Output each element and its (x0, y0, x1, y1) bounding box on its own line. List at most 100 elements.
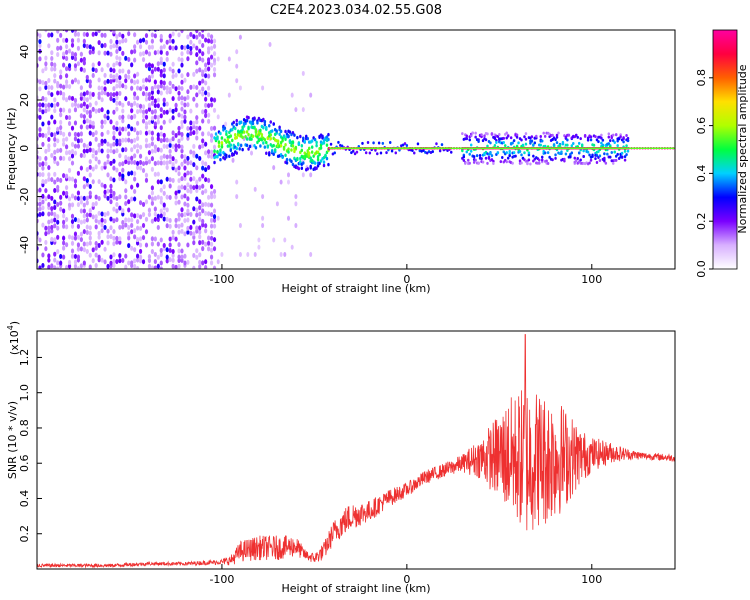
heatmap-cell (168, 217, 172, 223)
heatmap-cell (38, 114, 42, 120)
heatmap-cell (198, 264, 202, 269)
heatmap-cell (177, 56, 181, 62)
heatmap-cell (209, 153, 214, 159)
heatmap-cell (82, 208, 86, 214)
heatmap-cell (254, 128, 258, 132)
heatmap-cell (133, 263, 137, 269)
heatmap-cell (156, 89, 160, 95)
heatmap-cell (73, 63, 78, 69)
heatmap-cell (486, 144, 489, 148)
heatmap-cell (180, 148, 184, 154)
colorbar-tick-label: 0.6 (695, 117, 708, 135)
heatmap-cell (502, 136, 506, 140)
heatmap-cell (136, 135, 140, 141)
heatmap-cell (201, 173, 205, 179)
heatmap-cell (115, 91, 119, 97)
heatmap-cell (94, 218, 98, 224)
heatmap-cell (41, 179, 45, 185)
heatmap-cell (106, 109, 110, 115)
heatmap-cell (301, 107, 305, 113)
heatmap-cell (201, 57, 205, 63)
heatmap-cell (168, 195, 172, 201)
heatmap-cell (287, 172, 291, 178)
heatmap-cell (201, 118, 205, 124)
heatmap-cell (50, 85, 54, 91)
heatmap-cell (180, 51, 184, 57)
heatmap-cell (62, 223, 66, 229)
heatmap-cell (186, 126, 190, 132)
heatmap-cell (50, 102, 54, 108)
heatmap-cell (209, 254, 214, 260)
heatmap-cell (112, 92, 116, 98)
heatmap-cell (319, 146, 323, 150)
heatmap-cell (136, 85, 140, 91)
heatmap-cell (103, 225, 107, 231)
heatmap-cell (109, 148, 113, 154)
heatmap-cell (118, 46, 122, 52)
heatmap-cell (198, 48, 202, 54)
heatmap-cell (401, 143, 405, 147)
heatmap-cell (59, 177, 63, 183)
heatmap-cell (136, 165, 140, 171)
heatmap-cell (53, 62, 57, 68)
heatmap-cell (127, 30, 131, 32)
heatmap-cell (138, 248, 143, 254)
heatmap-cell (600, 141, 603, 145)
heatmap-cell (118, 153, 122, 159)
heatmap-cell (82, 219, 86, 225)
heatmap-cell (498, 132, 501, 136)
heatmap-cell (85, 104, 89, 110)
heatmap-cell (56, 80, 60, 86)
heatmap-cell (551, 158, 554, 162)
heatmap-cell (88, 164, 92, 170)
heatmap-cell (144, 130, 149, 136)
heatmap-cell (229, 148, 233, 153)
heatmap-cell (192, 96, 196, 102)
heatmap-cell (115, 60, 119, 66)
heatmap-cell (141, 84, 146, 90)
heatmap-cell (76, 223, 81, 229)
heatmap-cell (94, 156, 98, 162)
heatmap-cell (136, 102, 140, 108)
heatmap-cell (136, 148, 140, 154)
heatmap-cell (136, 95, 140, 101)
heatmap-cell (47, 257, 51, 263)
heatmap-cell (62, 173, 66, 179)
heatmap-cell (50, 114, 54, 120)
heatmap-cell (100, 90, 104, 96)
heatmap-cell (464, 161, 467, 165)
heatmap-cell (47, 90, 51, 96)
heatmap-cell (168, 159, 172, 165)
heatmap-cell (118, 176, 122, 182)
heatmap-cell (76, 234, 81, 240)
heatmap-cell (153, 66, 157, 72)
heatmap-cell (64, 49, 69, 55)
heatmap-cell (183, 45, 187, 51)
heatmap-cell (174, 107, 178, 113)
heatmap-cell (542, 131, 545, 135)
heatmap-cell (543, 144, 547, 148)
heatmap-cell (269, 120, 272, 124)
heatmap-cell (566, 143, 569, 147)
heatmap-cell (56, 219, 60, 225)
heatmap-cell (121, 224, 125, 230)
heatmap-cell (112, 218, 116, 224)
heatmap-cell (180, 153, 184, 159)
heatmap-cell (177, 143, 181, 149)
heatmap-cell (174, 200, 178, 206)
heatmap-cell (156, 171, 160, 177)
heatmap-cell (159, 83, 163, 89)
heatmap-cell (168, 118, 172, 124)
heatmap-cell (228, 154, 231, 158)
heatmap-cell (260, 133, 264, 137)
heatmap-cell (527, 158, 531, 162)
heatmap-cell (171, 177, 175, 183)
heatmap-cell (121, 108, 125, 114)
heatmap-cell (88, 49, 92, 55)
heatmap-cell (288, 130, 292, 134)
heatmap-cell (171, 38, 175, 44)
heatmap-cell (115, 167, 119, 173)
heatmap-cell (109, 254, 113, 260)
heatmap-cell (53, 142, 57, 148)
heatmap-cell (496, 135, 500, 139)
